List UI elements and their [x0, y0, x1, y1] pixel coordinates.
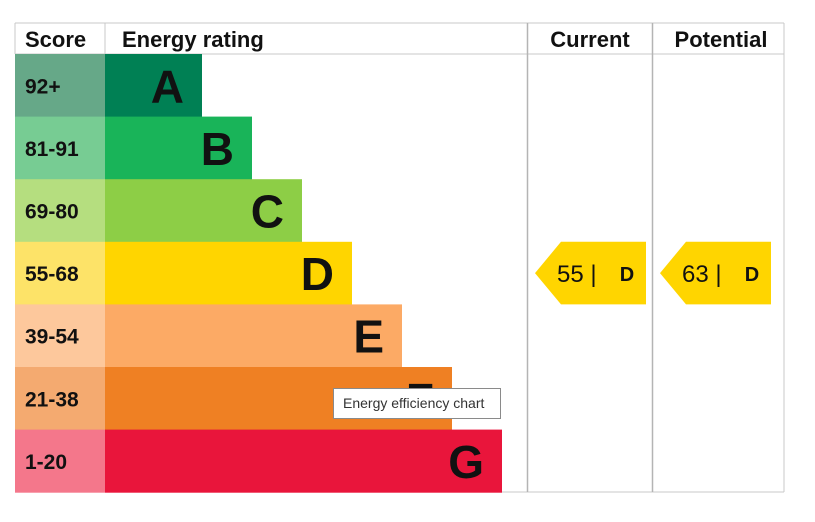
energy-rating-column-header: Energy rating	[122, 27, 264, 52]
band-letter: E	[353, 311, 384, 363]
score-cell	[15, 241, 105, 305]
current-rating: 55 | D	[535, 241, 646, 305]
band-letter: G	[448, 436, 484, 488]
rating-bar	[105, 304, 402, 368]
band-a: 92+ A	[15, 54, 202, 118]
score-cell	[15, 116, 105, 180]
score-range-label: 1-20	[25, 451, 67, 474]
band-e: 39-54 E	[15, 304, 402, 368]
score-range-label: 21-38	[25, 388, 79, 411]
rating-bar	[105, 241, 352, 305]
score-cell	[15, 367, 105, 431]
band-b: 81-91 B	[15, 116, 252, 180]
band-letter: C	[251, 186, 284, 238]
score-cell	[15, 429, 105, 493]
chart-tooltip: Energy efficiency chart	[333, 388, 501, 419]
potential-rating: 63 | D	[660, 241, 771, 305]
current-rating-value: 55 |	[557, 261, 597, 288]
potential-rating-value: 63 |	[682, 261, 722, 288]
rating-indicators: 55 | D 63 | D	[535, 241, 771, 305]
band-d: 55-68 D	[15, 241, 352, 305]
score-range-label: 39-54	[25, 326, 79, 349]
rating-bar	[105, 429, 502, 493]
potential-rating-letter: D	[745, 264, 759, 286]
rating-bar	[105, 54, 202, 118]
score-cell	[15, 54, 105, 118]
rating-bar	[105, 116, 252, 180]
score-cell	[15, 304, 105, 368]
band-letter: A	[151, 60, 184, 112]
band-letter: B	[201, 123, 234, 175]
current-column-header: Current	[550, 27, 630, 52]
band-c: 69-80 C	[15, 179, 302, 243]
score-cell	[15, 179, 105, 243]
score-range-label: 55-68	[25, 263, 79, 286]
score-range-label: 69-80	[25, 201, 79, 224]
potential-rating-arrow	[660, 241, 771, 305]
current-rating-letter: D	[620, 264, 634, 286]
band-g: 1-20 G	[15, 429, 502, 493]
current-rating-arrow	[535, 241, 646, 305]
score-range-label: 81-91	[25, 138, 79, 161]
rating-bar	[105, 179, 302, 243]
band-letter: D	[301, 248, 334, 300]
potential-column-header: Potential	[675, 27, 768, 52]
score-range-label: 92+	[25, 75, 61, 98]
score-column-header: Score	[25, 27, 86, 52]
